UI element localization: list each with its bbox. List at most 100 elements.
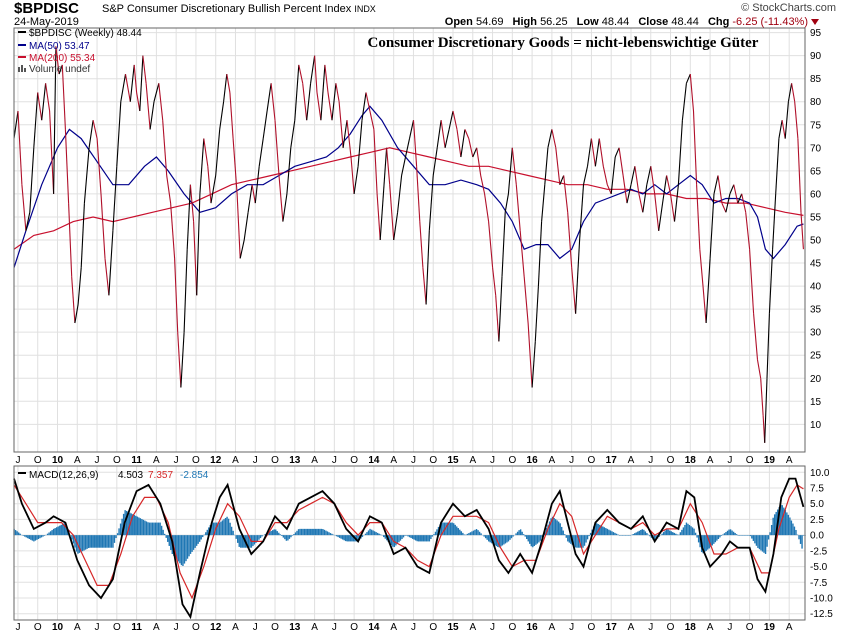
histogram-bar	[361, 535, 364, 537]
main-frame	[13, 27, 806, 453]
histogram-bar	[722, 534, 724, 536]
price-segment	[425, 230, 430, 305]
symbol-title: $BPDISC	[14, 0, 80, 17]
histogram-bar	[159, 522, 161, 536]
x-tick-label: J	[490, 455, 495, 466]
histogram-bar	[603, 527, 606, 536]
legend-main: $BPDISC (Weekly) 48.44	[29, 28, 142, 39]
histogram-bar	[577, 535, 580, 548]
price-segment	[501, 212, 506, 277]
price-segment	[353, 166, 359, 194]
histogram-bar	[606, 528, 609, 536]
x-tick-label: O	[350, 455, 358, 466]
price-segment	[96, 138, 102, 194]
histogram-bar	[370, 529, 373, 536]
price-segment	[781, 120, 786, 139]
histogram-bar	[740, 535, 742, 536]
histogram-bar	[221, 520, 224, 536]
legend-swatch-ma50	[18, 44, 26, 46]
histogram-bar	[691, 527, 694, 536]
price-segment	[139, 55, 144, 112]
price-segment	[416, 166, 421, 222]
histogram-bar	[503, 535, 505, 545]
main-x-axis: J O 10 A J O 11 A J O 12 A J O 13 A J O 14 A J O 15 A J O 16 A J O 17 A…	[15, 455, 792, 466]
histogram-bar	[194, 535, 196, 548]
histogram-bar	[95, 535, 97, 548]
histogram-bar	[697, 535, 700, 543]
histogram-bar	[789, 517, 791, 536]
histogram-bar	[418, 535, 420, 542]
histogram-bar	[308, 528, 310, 536]
histogram-bar	[717, 535, 720, 540]
price-segment	[689, 74, 695, 112]
price-segment	[504, 193, 509, 213]
histogram-bar	[475, 529, 478, 536]
price-segment	[177, 332, 182, 388]
x-tick-label: A	[74, 622, 81, 633]
x-tick-label: 18	[685, 455, 697, 466]
histogram-bar	[279, 534, 282, 536]
price-segment	[236, 193, 241, 259]
price-segment	[756, 359, 762, 379]
histogram-bar	[793, 526, 796, 536]
x-tick-label: 12	[210, 455, 222, 466]
histogram-bar	[71, 535, 73, 540]
histogram-bar	[89, 535, 91, 548]
histogram-bar	[770, 524, 773, 536]
x-tick-label: J	[727, 455, 732, 466]
x-tick-label: 11	[131, 455, 142, 466]
histogram-bar	[627, 535, 630, 536]
x-tick-label: J	[15, 455, 20, 466]
histogram-bar	[500, 535, 502, 547]
histogram-bar	[755, 535, 758, 546]
histogram-bar	[19, 533, 21, 536]
histogram-bar	[395, 535, 397, 546]
stockcharts-credit[interactable]: © StockCharts.com	[741, 2, 836, 14]
histogram-bar	[156, 522, 158, 536]
signal-value: 7.357	[148, 470, 173, 481]
y-tick-label: 35	[810, 305, 822, 316]
x-tick-label: 10	[52, 622, 64, 633]
histogram-bar	[425, 535, 428, 542]
histogram-bar	[548, 521, 551, 536]
x-tick-label: J	[174, 455, 179, 466]
price-segment	[764, 378, 768, 443]
histogram-bar	[551, 516, 554, 536]
histogram-bar	[34, 535, 37, 541]
histogram-bar	[311, 528, 313, 536]
histogram-bar	[183, 535, 186, 564]
macd-y-axis: -12.5 -10.0 -7.5 -5.0 -2.5 0.0 2.5 5.0 7.5 10.0	[810, 468, 833, 620]
histogram-bar	[550, 518, 552, 536]
histogram-bar	[396, 535, 399, 544]
price-segment	[266, 83, 272, 112]
price-segment	[193, 221, 198, 296]
price-segment	[555, 147, 561, 185]
y-tick-label: 15	[810, 397, 822, 408]
histogram-bar	[107, 535, 110, 548]
histogram-bar	[553, 517, 555, 536]
histogram-bar	[665, 528, 668, 536]
histogram-bar	[180, 535, 183, 566]
histogram-bar	[153, 522, 155, 536]
histogram-bar	[472, 530, 475, 536]
histogram-bar	[480, 533, 482, 536]
histogram-bar	[436, 529, 438, 536]
x-tick-label: 14	[368, 622, 380, 633]
histogram-bar	[241, 535, 243, 548]
histogram-bar	[78, 535, 81, 553]
histogram-bar	[346, 535, 348, 542]
histogram-bar	[664, 530, 666, 536]
histogram-bar	[299, 528, 301, 536]
high-label: High	[512, 16, 537, 28]
histogram-bar	[533, 535, 536, 547]
price-segment	[226, 74, 231, 93]
price-segment	[158, 83, 164, 121]
x-tick-label: O	[271, 455, 279, 466]
histogram-bar	[113, 535, 116, 543]
histogram-bar	[261, 535, 263, 537]
histogram-bar	[618, 535, 621, 536]
price-segment	[203, 138, 209, 167]
hist-value: -2.854	[180, 470, 209, 481]
histogram-bar	[208, 527, 210, 536]
